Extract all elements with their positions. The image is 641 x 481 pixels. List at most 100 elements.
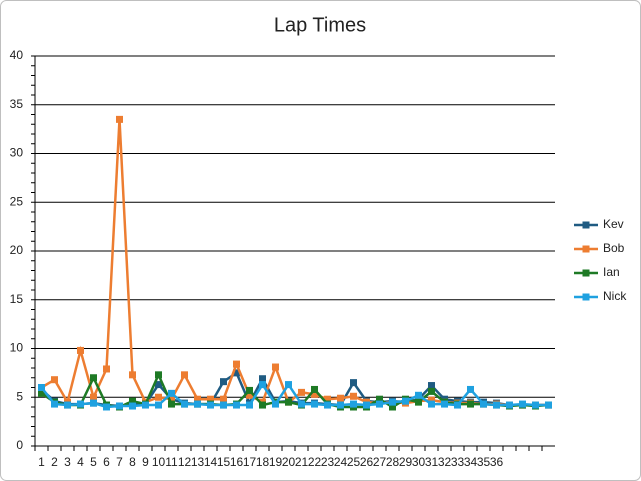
- point-marker: [129, 371, 136, 379]
- point-marker: [324, 395, 331, 403]
- y-tick-label: 30: [10, 146, 24, 160]
- point-marker: [285, 398, 292, 406]
- legend-label: Bob: [603, 241, 625, 255]
- point-marker: [415, 398, 422, 406]
- x-tick-label: 35: [477, 455, 491, 469]
- point-marker: [324, 401, 331, 409]
- x-tick-label: 23: [321, 455, 335, 469]
- x-tick-label: 33: [451, 455, 465, 469]
- x-tick-label: 9: [142, 455, 149, 469]
- legend-marker: [582, 269, 590, 277]
- x-tick-label: 22: [308, 455, 322, 469]
- x-tick-label: 25: [347, 455, 361, 469]
- point-marker: [428, 400, 435, 408]
- legend-label: Kev: [603, 217, 624, 231]
- point-marker: [155, 371, 162, 379]
- point-marker: [493, 401, 500, 409]
- legend-label: Nick: [603, 289, 627, 303]
- x-tick-label: 16: [230, 455, 244, 469]
- x-tick-label: 3: [64, 455, 71, 469]
- point-marker: [233, 401, 240, 409]
- x-tick-label: 2: [51, 455, 58, 469]
- x-tick-label: 6: [103, 455, 110, 469]
- point-marker: [77, 400, 84, 408]
- point-marker: [116, 402, 123, 410]
- point-marker: [220, 378, 227, 386]
- x-tick-label: 5: [90, 455, 97, 469]
- point-marker: [428, 396, 435, 404]
- x-tick-label: 10: [152, 455, 166, 469]
- series-line: [40, 371, 549, 409]
- point-marker: [350, 379, 357, 387]
- point-marker: [220, 395, 227, 403]
- point-marker: [350, 400, 357, 408]
- chart-title: Lap Times: [274, 14, 366, 36]
- x-tick-label: 26: [360, 455, 374, 469]
- x-tick-label: 32: [438, 455, 452, 469]
- point-marker: [38, 389, 45, 397]
- point-marker: [246, 386, 253, 394]
- point-marker: [480, 400, 487, 408]
- x-tick-label: 31: [425, 455, 439, 469]
- x-tick-label: 7: [116, 455, 123, 469]
- point-marker: [311, 390, 318, 398]
- point-marker: [155, 401, 162, 409]
- legend-marker: [582, 245, 590, 253]
- point-marker: [207, 401, 214, 409]
- point-marker: [181, 371, 188, 379]
- point-marker: [506, 401, 513, 409]
- point-marker: [168, 395, 175, 403]
- point-marker: [103, 365, 110, 373]
- legend-marker: [582, 293, 590, 301]
- point-marker: [272, 363, 279, 371]
- point-marker: [90, 374, 97, 382]
- point-marker: [155, 393, 162, 401]
- x-tick-label: 17: [243, 455, 257, 469]
- point-marker: [389, 403, 396, 411]
- y-tick-label: 0: [16, 438, 23, 452]
- x-tick-label: 24: [334, 455, 348, 469]
- point-marker: [363, 401, 370, 409]
- point-marker: [51, 400, 58, 408]
- y-tick-label: 15: [10, 292, 24, 306]
- point-marker: [103, 403, 110, 411]
- x-tick-label: 21: [295, 455, 309, 469]
- point-marker: [38, 384, 45, 391]
- x-tick-label: 18: [256, 455, 270, 469]
- point-marker: [337, 394, 344, 402]
- legend-label: Ian: [603, 265, 620, 279]
- x-tick-label: 28: [386, 455, 400, 469]
- x-tick-label: 14: [204, 455, 218, 469]
- point-marker: [233, 360, 240, 368]
- point-marker: [311, 385, 318, 393]
- point-marker: [519, 400, 526, 408]
- x-tick-label: 34: [464, 455, 478, 469]
- point-marker: [77, 346, 84, 354]
- point-marker: [64, 401, 71, 409]
- legend-marker: [582, 221, 590, 229]
- y-tick-label: 35: [10, 97, 24, 111]
- point-marker: [311, 400, 318, 408]
- point-marker: [285, 381, 292, 389]
- point-marker: [272, 400, 279, 408]
- point-marker: [259, 375, 266, 383]
- x-tick-label: 20: [282, 455, 296, 469]
- x-tick-label: 11: [165, 455, 178, 469]
- y-tick-label: 20: [10, 243, 24, 257]
- point-marker: [220, 401, 227, 409]
- point-marker: [51, 376, 58, 384]
- point-marker: [376, 395, 383, 403]
- point-marker: [467, 400, 474, 408]
- point-marker: [402, 397, 409, 405]
- x-tick-label: 19: [269, 455, 283, 469]
- x-tick-label: 29: [399, 455, 413, 469]
- y-tick-label: 5: [16, 389, 23, 403]
- x-tick-label: 12: [178, 455, 192, 469]
- point-marker: [168, 389, 175, 397]
- point-marker: [142, 401, 149, 409]
- point-marker: [194, 400, 201, 408]
- x-tick-label: 30: [412, 455, 426, 469]
- x-tick-label: 27: [373, 455, 387, 469]
